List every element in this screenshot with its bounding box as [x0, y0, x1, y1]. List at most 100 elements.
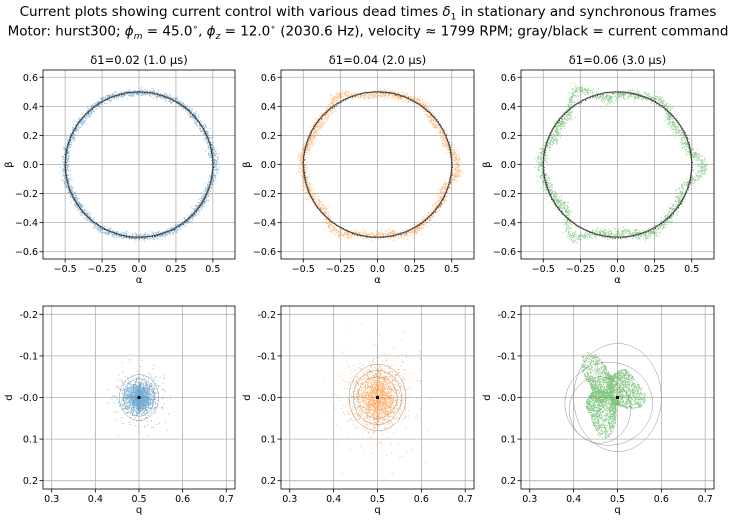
x-tick-label-4: 0.25	[404, 264, 425, 275]
subplot-4: 0.3 0.4 0.5 0.6 0.7 -0.2 -0.1 -0.0 0.1 0.2 q d	[4, 305, 236, 516]
command-point	[137, 396, 141, 399]
y-tick-label-4: 0.1	[23, 435, 38, 446]
y-tick-label-6: 0.4	[501, 102, 516, 113]
subplot-title: δ1=0.02 (1.0 µs)	[90, 53, 187, 67]
scatter-points	[60, 87, 220, 242]
x-tick-label-3: 0.5	[610, 494, 625, 505]
y-tick-label-5: 0.2	[23, 131, 38, 142]
subplot-5: 0.3 0.4 0.5 0.6 0.7 -0.2 -0.1 -0.0 0.1 0.2 q d	[242, 305, 475, 516]
x-tick-label-3: 0.0	[610, 264, 625, 275]
y-axis-label: d	[242, 394, 253, 400]
x-tick-label-3: 0.0	[131, 264, 146, 275]
x-tick-label-1: −0.5	[292, 264, 315, 275]
subplot-1: −0.5 −0.25 0.0 0.25 0.5 −0.6 −0.4 −0.2 0.0 0.2 0.4…	[4, 53, 236, 286]
x-tick-label-4: 0.6	[175, 494, 190, 505]
scatter-points	[564, 343, 662, 452]
x-tick-label-1: 0.3	[44, 494, 59, 505]
measured-current	[581, 352, 647, 439]
trajectory-ring-2	[119, 374, 159, 421]
x-tick-label-1: 0.3	[522, 494, 537, 505]
x-tick-label-3: 0.5	[370, 494, 385, 505]
trajectory-ring-3	[357, 376, 398, 419]
command-point	[616, 396, 619, 399]
trajectory-ring-1	[353, 370, 402, 425]
y-tick-label-3: -0.0	[497, 393, 516, 404]
x-tick-label-5: 0.5	[684, 264, 699, 275]
measured-current	[107, 359, 171, 440]
x-tick-label-5: 0.5	[444, 264, 459, 275]
y-tick-label-4: 0.0	[23, 160, 38, 171]
x-axis-label: α	[136, 275, 143, 286]
trajectory-ring-2	[348, 363, 407, 432]
y-tick-label-2: -0.1	[19, 351, 38, 362]
command-point	[376, 396, 379, 399]
x-tick-label-5: 0.7	[698, 494, 713, 505]
y-tick-label-7: 0.6	[23, 73, 38, 84]
y-tick-label-2: −0.4	[493, 218, 516, 229]
y-tick-label-3: −0.2	[493, 189, 516, 200]
y-tick-label-4: 0.1	[501, 435, 516, 446]
y-tick-label-7: 0.6	[501, 73, 516, 84]
y-tick-label-1: -0.2	[497, 310, 516, 321]
y-axis-label: d	[4, 394, 15, 400]
y-axis-label: d	[482, 394, 493, 400]
y-tick-label-1: −0.6	[15, 247, 38, 258]
y-tick-label-5: 0.2	[23, 476, 38, 487]
x-tick-label-5: 0.7	[219, 494, 234, 505]
figure-title-line2: Motor: hurst300; ϕm = 45.0∘, ϕz = 12.0∘ …	[7, 23, 729, 43]
y-tick-label-1: -0.2	[19, 310, 38, 321]
scatter-points	[296, 87, 465, 242]
y-tick-label-5: 0.2	[501, 131, 516, 142]
scatter-points	[322, 321, 432, 481]
figure-title-line1: Current plots showing current control wi…	[19, 4, 717, 23]
y-tick-label-5: 0.2	[261, 476, 276, 487]
scatter-points	[534, 83, 708, 244]
trajectory-ring-1	[123, 378, 155, 417]
x-axis-label: q	[136, 505, 142, 516]
x-tick-label-4: 0.25	[644, 264, 665, 275]
x-tick-label-5: 0.7	[458, 494, 473, 505]
x-axis-label: q	[374, 505, 380, 516]
y-tick-label-4: 0.1	[261, 435, 276, 446]
x-axis-label: α	[614, 275, 621, 286]
y-tick-label-2: −0.4	[15, 218, 38, 229]
x-tick-label-2: 0.4	[88, 494, 103, 505]
y-tick-label-2: -0.1	[497, 351, 516, 362]
scatter-points	[107, 359, 171, 440]
x-tick-label-1: −0.5	[532, 264, 555, 275]
y-tick-label-5: 0.2	[261, 131, 276, 142]
y-tick-label-1: -0.2	[257, 310, 276, 321]
x-tick-label-2: 0.4	[566, 494, 581, 505]
y-tick-label-1: −0.6	[253, 247, 276, 258]
x-tick-label-1: −0.5	[54, 264, 77, 275]
x-axis-label: q	[614, 505, 620, 516]
subplot-title: δ1=0.06 (3.0 µs)	[569, 53, 666, 67]
trajectory-ring-3	[569, 376, 631, 444]
subplot-title: δ1=0.04 (2.0 µs)	[329, 53, 426, 67]
subplot-6: 0.3 0.4 0.5 0.6 0.7 -0.2 -0.1 -0.0 0.1 0.2 q d	[482, 305, 715, 516]
x-axis-label: α	[374, 275, 381, 286]
y-tick-label-3: -0.0	[257, 393, 276, 404]
x-tick-label-2: 0.4	[326, 494, 341, 505]
x-tick-label-5: 0.5	[205, 264, 220, 275]
y-axis-label: β	[242, 161, 253, 167]
x-tick-label-3: 0.0	[370, 264, 385, 275]
trajectory-ring-2	[564, 361, 653, 446]
y-tick-label-6: 0.4	[261, 102, 276, 113]
y-tick-label-4: 0.0	[501, 160, 516, 171]
y-tick-label-7: 0.6	[261, 73, 276, 84]
measured-current	[322, 321, 432, 481]
y-axis-label: β	[482, 161, 493, 167]
x-tick-label-2: −0.25	[88, 264, 117, 275]
subplot-3: −0.5 −0.25 0.0 0.25 0.5 −0.6 −0.4 −0.2 0.0 0.2 0.4…	[482, 53, 715, 286]
y-tick-label-5: 0.2	[501, 476, 516, 487]
x-tick-label-4: 0.6	[414, 494, 429, 505]
y-tick-label-6: 0.4	[23, 102, 38, 113]
trajectory-ring-1	[573, 343, 662, 452]
x-tick-label-2: −0.25	[326, 264, 355, 275]
x-tick-label-2: −0.25	[566, 264, 595, 275]
x-tick-label-1: 0.3	[282, 494, 297, 505]
x-tick-label-4: 0.25	[165, 264, 186, 275]
measured-current	[534, 83, 708, 244]
